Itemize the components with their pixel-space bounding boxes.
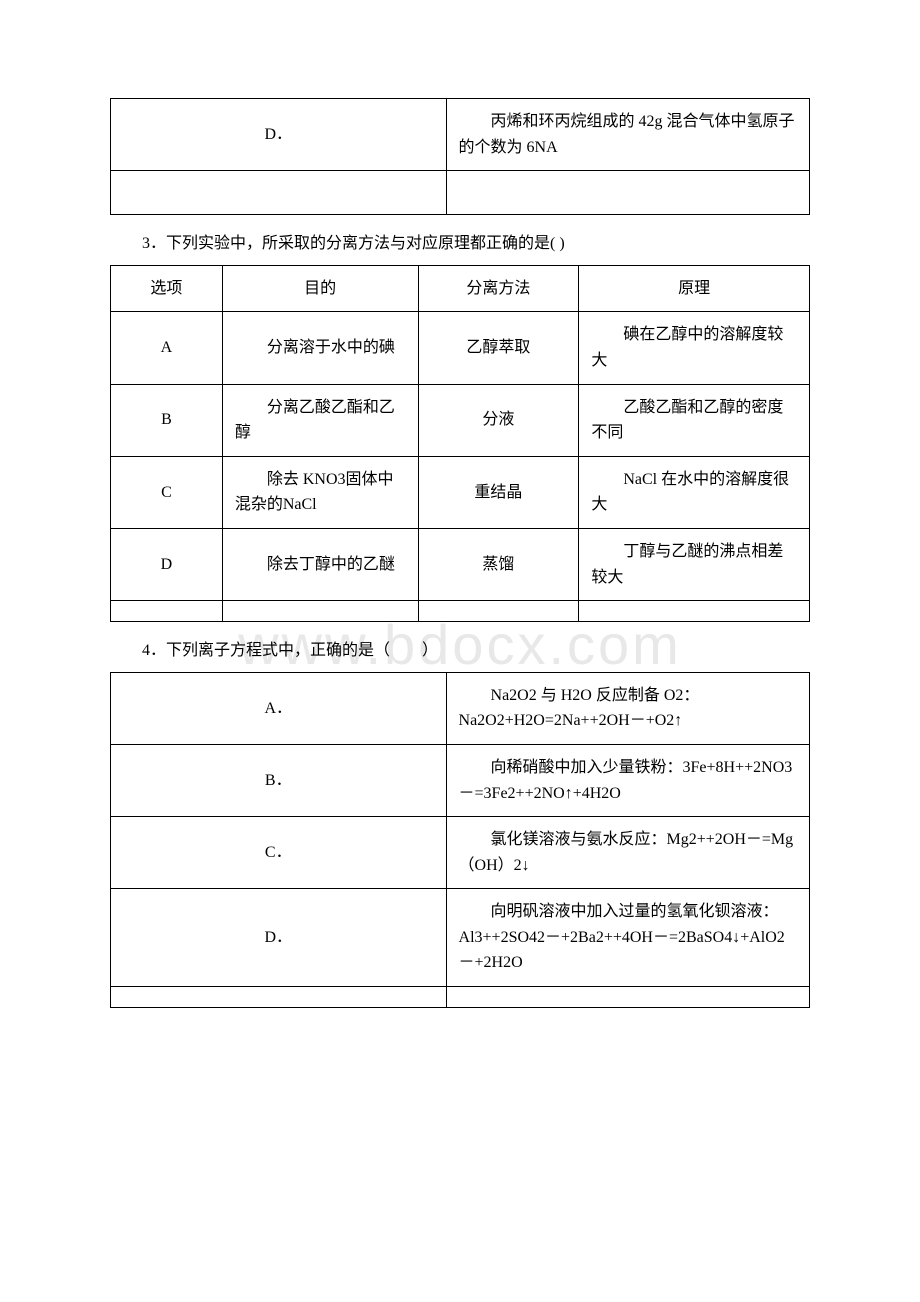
principle-cell: 乙酸乙酯和乙醇的密度不同 [579, 384, 810, 456]
method-cell: 重结晶 [418, 456, 579, 528]
option-content: 向稀硝酸中加入少量铁粉：3Fe+8H++2NO3－=3Fe2++2NO↑+4H2… [446, 744, 809, 816]
option-label: A． [111, 672, 447, 744]
option-label: D． [111, 99, 447, 171]
method-cell: 分液 [418, 384, 579, 456]
purpose-cell: 分离溶于水中的碘 [222, 312, 418, 384]
option-content: Na2O2 与 H2O 反应制备 O2：Na2O2+H2O=2Na++2OH－+… [446, 672, 809, 744]
table-row: C． 氯化镁溶液与氨水反应：Mg2++2OH－=Mg（OH）2↓ [111, 817, 810, 889]
purpose-cell: 分离乙酸乙酯和乙醇 [222, 384, 418, 456]
option-cell: B [111, 384, 223, 456]
question-3-table: 选项 目的 分离方法 原理 A 分离溶于水中的碘 乙醇萃取 碘在乙醇中的溶解度较… [110, 265, 810, 622]
option-cell: C [111, 456, 223, 528]
empty-cell [446, 987, 809, 1008]
table-row-empty [111, 987, 810, 1008]
question-4-table: A． Na2O2 与 H2O 反应制备 O2：Na2O2+H2O=2Na++2O… [110, 672, 810, 1008]
question-4-text: 4．下列离子方程式中，正确的是（ ） [110, 638, 810, 664]
option-content: 向明矾溶液中加入过量的氢氧化钡溶液：Al3++2SO42－+2Ba2++4OH－… [446, 889, 809, 987]
table-row-empty [111, 171, 810, 215]
principle-cell: 丁醇与乙醚的沸点相差较大 [579, 528, 810, 600]
option-label: D． [111, 889, 447, 987]
question-2-table-partial: D． 丙烯和环丙烷组成的 42g 混合气体中氢原子的个数为 6NA [110, 98, 810, 215]
purpose-cell: 除去丁醇中的乙醚 [222, 528, 418, 600]
empty-cell [111, 987, 447, 1008]
table-row: A 分离溶于水中的碘 乙醇萃取 碘在乙醇中的溶解度较大 [111, 312, 810, 384]
table-row: C 除去 KNO3固体中混杂的NaCl 重结晶 NaCl 在水中的溶解度很大 [111, 456, 810, 528]
header-cell: 目的 [222, 265, 418, 312]
principle-cell: 碘在乙醇中的溶解度较大 [579, 312, 810, 384]
method-cell: 乙醇萃取 [418, 312, 579, 384]
empty-cell [222, 601, 418, 622]
empty-cell [446, 171, 809, 215]
question-3-text: 3．下列实验中，所采取的分离方法与对应原理都正确的是( ) [110, 231, 810, 257]
principle-cell: NaCl 在水中的溶解度很大 [579, 456, 810, 528]
table-row: D． 丙烯和环丙烷组成的 42g 混合气体中氢原子的个数为 6NA [111, 99, 810, 171]
table-row: B 分离乙酸乙酯和乙醇 分液 乙酸乙酯和乙醇的密度不同 [111, 384, 810, 456]
empty-cell [111, 171, 447, 215]
option-label: C． [111, 817, 447, 889]
option-label: B． [111, 744, 447, 816]
method-cell: 蒸馏 [418, 528, 579, 600]
header-cell: 选项 [111, 265, 223, 312]
option-content: 丙烯和环丙烷组成的 42g 混合气体中氢原子的个数为 6NA [446, 99, 809, 171]
table-row: D． 向明矾溶液中加入过量的氢氧化钡溶液：Al3++2SO42－+2Ba2++4… [111, 889, 810, 987]
page-content: D． 丙烯和环丙烷组成的 42g 混合气体中氢原子的个数为 6NA 3．下列实验… [110, 98, 810, 1008]
table-row-empty [111, 601, 810, 622]
purpose-cell: 除去 KNO3固体中混杂的NaCl [222, 456, 418, 528]
table-header-row: 选项 目的 分离方法 原理 [111, 265, 810, 312]
table-row: B． 向稀硝酸中加入少量铁粉：3Fe+8H++2NO3－=3Fe2++2NO↑+… [111, 744, 810, 816]
empty-cell [418, 601, 579, 622]
table-row: A． Na2O2 与 H2O 反应制备 O2：Na2O2+H2O=2Na++2O… [111, 672, 810, 744]
header-cell: 分离方法 [418, 265, 579, 312]
option-content: 氯化镁溶液与氨水反应：Mg2++2OH－=Mg（OH）2↓ [446, 817, 809, 889]
empty-cell [111, 601, 223, 622]
table-row: D 除去丁醇中的乙醚 蒸馏 丁醇与乙醚的沸点相差较大 [111, 528, 810, 600]
option-cell: A [111, 312, 223, 384]
header-cell: 原理 [579, 265, 810, 312]
option-cell: D [111, 528, 223, 600]
empty-cell [579, 601, 810, 622]
